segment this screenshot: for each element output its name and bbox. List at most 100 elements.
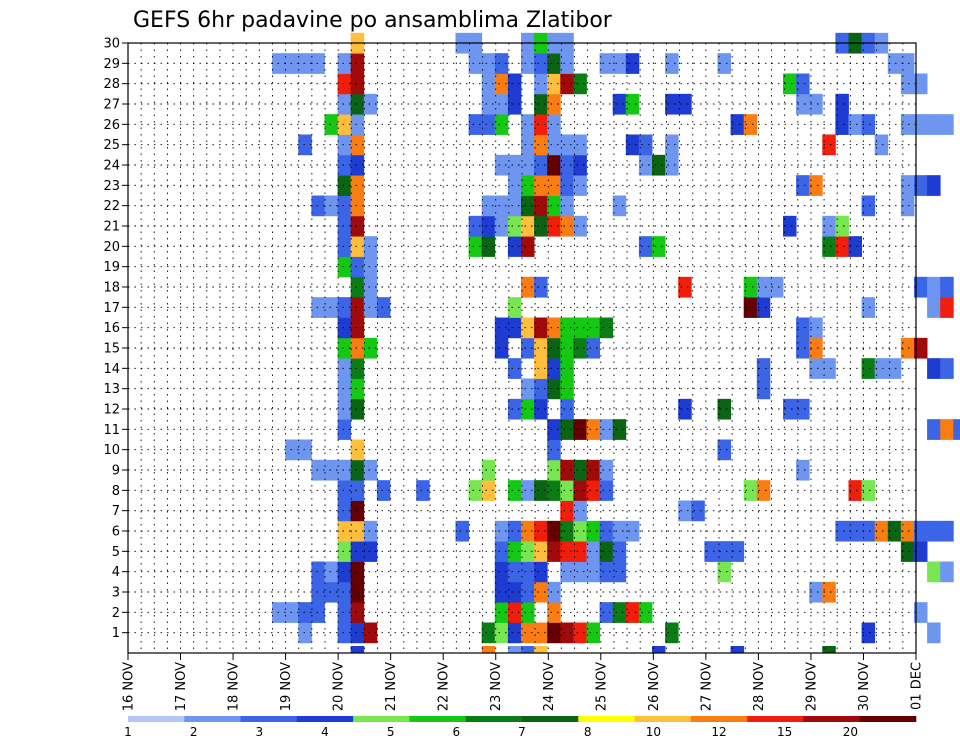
heatmap-cell [481,480,496,501]
heatmap-cell [337,398,352,420]
heatmap-cell [835,236,849,257]
heatmap-cell [534,53,548,74]
heatmap-cell [481,93,496,115]
heatmap-cell [874,520,889,542]
colorbar-swatch [128,716,185,722]
heatmap-cell [586,337,600,359]
heatmap-cell [481,459,496,481]
heatmap-cell [534,276,548,298]
colorbar-swatch [578,716,635,722]
heatmap-cell [521,622,535,644]
heatmap-cell [900,114,915,135]
heatmap-cell [337,378,352,400]
heatmap-cell [796,93,810,115]
colorbar-swatch [240,716,298,722]
heatmap-cell [494,561,509,583]
heatmap-cell [455,520,469,542]
heatmap-cell [547,358,561,379]
heatmap-cell [756,378,771,400]
heatmap-cell [298,134,312,156]
heatmap-cell [822,581,836,603]
heatmap-cell [560,215,574,237]
heatmap-cell [337,561,352,583]
heatmap-cell [586,419,600,440]
heatmap-cell [560,378,574,400]
y-tick-label: 29 [103,57,120,72]
heatmap-cell [586,561,600,583]
heatmap-cell [311,581,325,603]
heatmap-cell [534,337,548,359]
heatmap-cell [547,215,561,237]
colorbar-label: 6 [453,725,461,739]
x-tick-label: 01 DEC [910,662,925,710]
heatmap-cell [363,276,378,298]
heatmap-cell [534,154,548,176]
y-tick-label: 16 [103,321,120,336]
x-tick-label: 17 NOV [174,662,189,711]
y-tick-label: 4 [112,565,120,580]
heatmap-cell [586,480,600,501]
x-tick-label: 26 NOV [647,662,662,711]
heatmap-cell [927,358,941,379]
heatmap-cell [560,500,574,522]
heatmap-cell [717,541,731,562]
heatmap-cell [337,541,352,562]
heatmap-cell [468,215,483,237]
heatmap-cell [521,134,535,156]
x-tick-label: 16 NOV [122,662,137,711]
heatmap-cell [337,622,352,644]
heatmap-cell [861,114,876,135]
heatmap-cell [350,646,365,653]
heatmap-cell [494,114,509,135]
y-tick-label: 22 [103,199,120,214]
x-tick-label: 25 NOV [594,662,609,711]
heatmap-cell [914,175,928,196]
colorbar-swatch [353,716,410,722]
heatmap-cell [599,520,614,542]
heatmap-cell [717,398,731,420]
heatmap-cell [560,561,574,583]
heatmap-cell [468,480,483,501]
y-tick-label: 21 [103,220,120,235]
heatmap-cell [953,419,960,440]
heatmap-cell [350,53,365,74]
heatmap-cell [940,297,954,318]
heatmap-cell [914,541,928,562]
heatmap-cell [887,53,902,74]
heatmap-cell [652,236,666,257]
heatmap-cell [665,93,679,115]
heatmap-cell [481,646,496,653]
heatmap-cell [311,561,325,583]
heatmap-cell [743,114,758,135]
heatmap-cell [298,622,312,644]
colorbar-label: 3 [256,725,264,739]
heatmap-cell [350,317,365,339]
heatmap-cell [337,73,352,95]
heatmap-cell [691,500,705,522]
heatmap-cell [521,480,535,501]
heatmap-cell [521,53,535,74]
heatmap-cell [573,500,587,522]
heatmap-cell [560,520,574,542]
heatmap-cell [507,622,522,644]
y-tick-label: 28 [103,77,120,92]
y-tick-label: 1 [112,626,120,641]
heatmap-cell [481,73,496,95]
heatmap-cell [887,358,902,379]
heatmap-cell [783,398,797,420]
heatmap-cell [416,480,430,501]
heatmap-cell [494,581,509,603]
heatmap-cell [940,520,954,542]
heatmap-cell [534,195,548,217]
heatmap-cell [573,480,587,501]
heatmap-cell [507,541,522,562]
heatmap-cell [547,93,561,115]
heatmap-cell [494,541,509,562]
heatmap-cell [914,520,928,542]
heatmap-cell [717,439,731,461]
heatmap-cell [521,195,535,217]
heatmap-cell [822,646,836,653]
heatmap-cell [638,236,653,257]
heatmap-cell [783,215,797,237]
